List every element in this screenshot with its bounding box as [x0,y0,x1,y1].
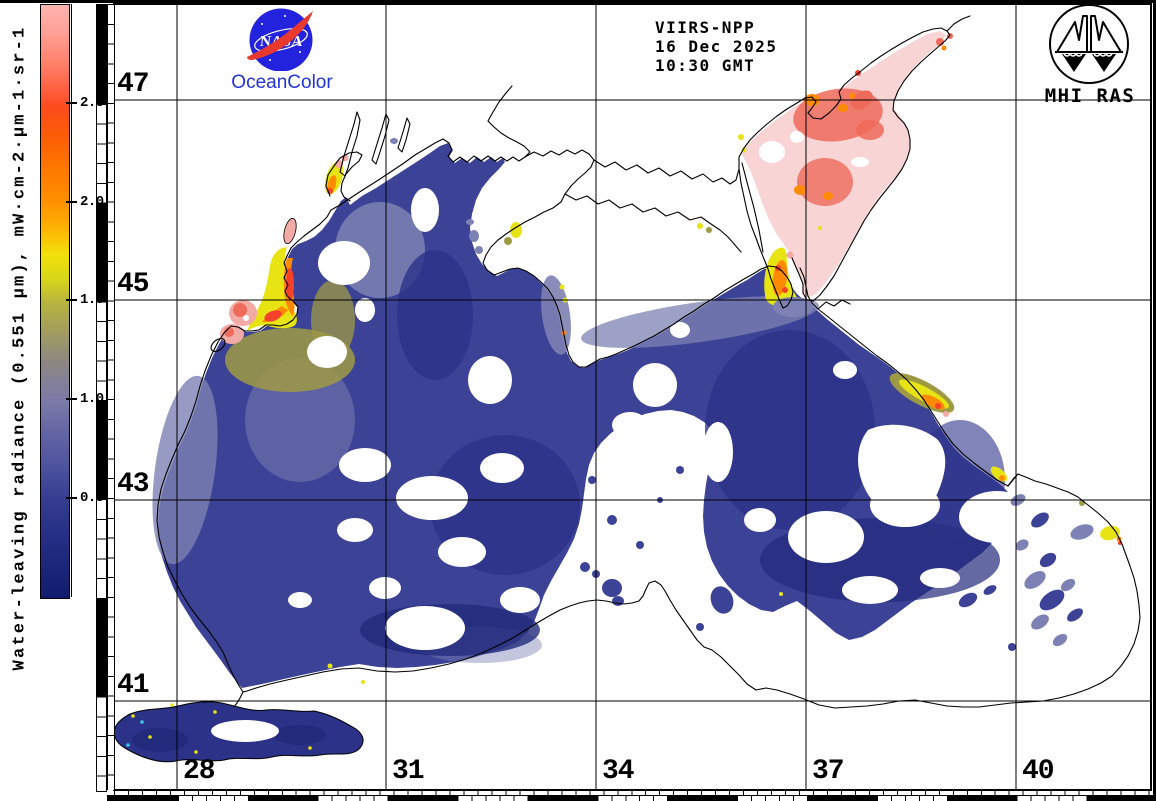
colorbar-tick-label: 0.5 [80,490,104,506]
cloud-gaps [288,188,1035,650]
colorbar-title: Water-leaving radiance (0.551 μm), mW·cm… [10,25,30,671]
colorbar-tick-label: 2.5 [80,95,104,111]
colorbar-tick-label: 1.0 [80,391,104,407]
lon-label-31: 31 [392,756,425,787]
lon-label-34: 34 [602,756,635,787]
acquisition-date: 16 Dec 2025 [655,37,778,56]
lon-label-28: 28 [183,756,216,787]
colorbar-tick [66,398,77,400]
colorbar-tick-label: 1.5 [80,292,104,308]
colorbar-tick-label: 2.0 [80,194,104,210]
caucasus-bloom [889,373,1008,482]
colorbar-tick [66,299,77,301]
colorbar-gradient [40,4,70,599]
map-frame [113,3,1152,791]
latitude-degree-ruler [96,4,107,792]
colorbar-tick [66,497,77,499]
dniester-liman [283,217,297,245]
oceancolor-label: OceanColor [231,72,333,93]
lat-label-41: 41 [117,670,150,701]
marmara-data [114,701,364,763]
acquisition-time: 10:30 GMT [655,56,756,75]
nasa-logo-icon: NASA [247,8,313,71]
graticule [114,4,1151,789]
figure-right-border [1153,0,1156,801]
colorbar-tick [66,201,77,203]
lat-label-43: 43 [117,469,150,500]
satellite-name: VIIRS-NPP [655,18,756,37]
colorbar-tick [66,102,77,104]
mhi-ras-logo-icon [1049,4,1129,84]
georgia-patches [1010,494,1122,647]
scattered-data [327,466,1016,684]
longitude-degree-ruler [107,795,1156,801]
figure-top-border [0,0,1156,3]
lon-label-40: 40 [1022,756,1055,787]
kerch-strait-bloom [764,247,813,317]
latitude-tick-strip [107,4,115,790]
lon-label-37: 37 [812,756,845,787]
mhi-ras-label: MHI RAS [1044,85,1136,107]
lat-label-47: 47 [117,69,150,100]
acquisition-info: VIIRS-NPP 16 Dec 2025 10:30 GMT [655,18,777,75]
lat-label-45: 45 [117,269,150,300]
coastline [156,15,1141,709]
